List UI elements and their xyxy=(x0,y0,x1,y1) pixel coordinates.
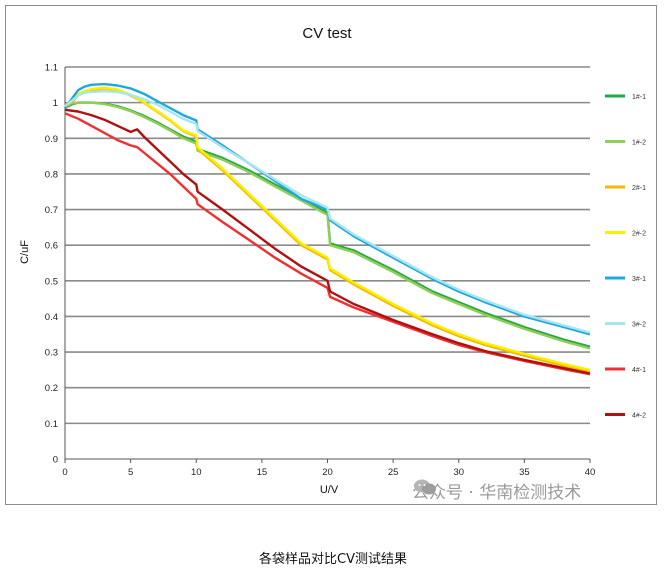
series-line-1#-2 xyxy=(64,101,591,350)
y-tick-label: 0.7 xyxy=(45,205,58,216)
x-tick-label: 10 xyxy=(191,467,202,478)
gridlines xyxy=(65,66,590,425)
figure-caption: 各袋样品对比CV测试结果 xyxy=(259,552,407,567)
y-tick-label: 0.9 xyxy=(45,134,58,145)
y-tick-label: 0.4 xyxy=(45,312,58,323)
y-tick-label: 0.8 xyxy=(45,169,58,180)
legend-label-4#-2: 4#-2 xyxy=(632,413,646,420)
legend-label-2#-2: 2#-2 xyxy=(632,231,646,238)
series-lines xyxy=(64,82,591,376)
axes: 0 0.1 0.2 0.3 0.4 0.5 0.6 0.7 0.8 0.9 1 1.1 0 5 10 15 20… xyxy=(45,63,596,479)
chart-title: CV test xyxy=(302,25,352,42)
x-tick-label: 30 xyxy=(453,467,464,478)
series-line-3#-1 xyxy=(64,82,591,336)
legend-label-2#-1: 2#-1 xyxy=(632,185,646,192)
series-line-4#-1 xyxy=(64,112,591,376)
watermark-text: 公众号 · 华南检测技术 xyxy=(412,483,582,503)
legend-label-3#-2: 3#-2 xyxy=(632,322,646,329)
legend-label-1#-2: 1#-2 xyxy=(632,140,646,147)
x-tick-label: 35 xyxy=(519,467,530,478)
series-line-3#-2 xyxy=(64,89,591,334)
y-axis-label: C/uF xyxy=(19,240,31,264)
y-tick-label: 0.3 xyxy=(45,348,58,359)
x-tick-label: 40 xyxy=(585,467,596,478)
x-axis-label: U/V xyxy=(320,484,339,496)
legend-label-1#-1: 1#-1 xyxy=(632,94,646,101)
legend: 1#-1 1#-2 2#-1 2#-2 3#-1 3#-2 4#-1 4#-2 xyxy=(605,94,646,420)
x-tick-label: 5 xyxy=(128,467,133,478)
watermark: 公众号 · 华南检测技术 xyxy=(412,478,581,503)
y-tick-label: 0 xyxy=(53,455,58,466)
x-tick-label: 25 xyxy=(388,467,399,478)
y-tick-label: 1 xyxy=(53,98,58,109)
x-tick-label: 0 xyxy=(62,467,67,478)
y-tick-label: 0.1 xyxy=(45,419,58,430)
y-tick-label: 0.5 xyxy=(45,276,58,287)
legend-label-4#-1: 4#-1 xyxy=(632,367,646,374)
wechat-icon xyxy=(414,479,436,495)
y-tick-label: 0.6 xyxy=(45,241,58,252)
series-line-2#-2 xyxy=(64,86,591,372)
legend-label-3#-1: 3#-1 xyxy=(632,276,646,283)
x-tick-label: 15 xyxy=(257,467,268,478)
series-line-4#-2 xyxy=(64,108,591,375)
x-tick-label: 20 xyxy=(322,467,333,478)
series-line-2#-1 xyxy=(64,87,591,373)
y-tick-label: 0.2 xyxy=(45,383,58,394)
y-tick-label: 1.1 xyxy=(45,63,58,74)
